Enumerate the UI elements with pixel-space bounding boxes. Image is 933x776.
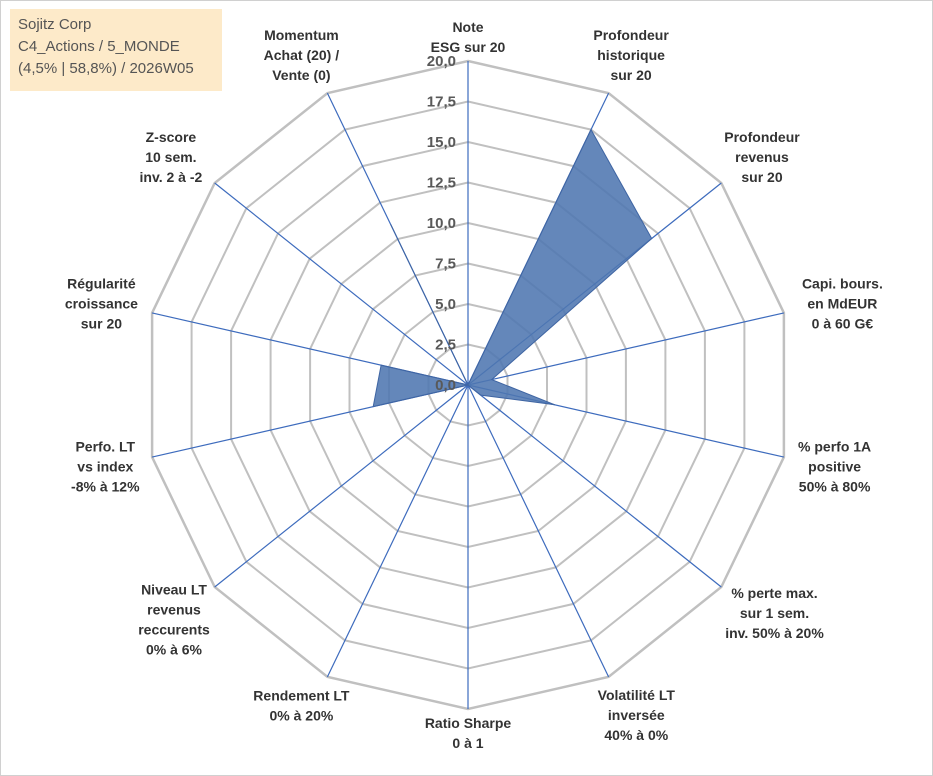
axis-label-line: historique <box>597 47 665 63</box>
legend-company: Sojitz Corp <box>18 16 92 33</box>
axis-spoke <box>326 384 469 678</box>
axis-label-line: Ratio Sharpe <box>425 715 512 731</box>
axis-label-line: ESG sur 20 <box>431 39 506 55</box>
axis-label-line: en MdEUR <box>807 296 877 312</box>
axis-label-line: vs index <box>77 458 133 474</box>
tick-label: 12,5 <box>427 175 456 192</box>
axis-label: Capi. bours. en MdEUR 0 à 60 G€ <box>802 276 883 332</box>
legend-box: Sojitz Corp C4_Actions / 5_MONDE (4,5% |… <box>10 9 222 91</box>
axis-label: Profondeur revenus sur 20 <box>724 129 800 185</box>
tick-label: 20,0 <box>427 53 456 70</box>
axis-label: Volatilité LT inversée 40% à 0% <box>598 687 676 743</box>
axis-label-line: inversée <box>608 707 665 723</box>
tick-label: 15,0 <box>427 134 456 151</box>
tick-label: 5,0 <box>435 296 456 313</box>
axis-label-line: sur 20 <box>81 316 122 332</box>
axis-label-line: Profondeur <box>593 27 669 43</box>
axis-label-line: 50% à 80% <box>799 478 871 494</box>
axis-label-line: sur 20 <box>610 67 651 83</box>
tick-label: 2,5 <box>435 337 456 354</box>
axis-label-line: Vente (0) <box>272 67 330 83</box>
axis-label-line: Niveau LT <box>141 581 207 597</box>
axis-label-line: -8% à 12% <box>71 478 140 494</box>
axis-label-line: 40% à 0% <box>604 727 668 743</box>
radar-axis-labels: Note ESG sur 20 Profondeur historique sur 20… <box>65 19 883 751</box>
axis-label-line: Profondeur <box>724 129 800 145</box>
axis-label-line: revenus <box>147 601 201 617</box>
axis-label: % perfo 1A positive 50% à 80% <box>798 438 871 494</box>
axis-spoke <box>467 312 785 386</box>
radar-series <box>372 128 653 408</box>
axis-label-line: % perte max. <box>731 585 817 601</box>
axis-label-line: Capi. bours. <box>802 276 883 292</box>
axis-label-line: inv. 2 à -2 <box>140 169 203 185</box>
axis-label-line: inv. 50% à 20% <box>725 625 824 641</box>
axis-label-line: Régularité <box>67 276 136 292</box>
axis-label-line: Achat (20) / <box>264 47 340 63</box>
legend-category: C4_Actions / 5_MONDE <box>18 38 180 55</box>
axis-label: Régularité croissance sur 20 <box>65 276 138 332</box>
axis-spoke <box>214 182 469 386</box>
axis-spoke <box>467 384 722 588</box>
tick-label: 0,0 <box>435 377 456 394</box>
axis-label: Momentum Achat (20) / Vente (0) <box>264 27 340 83</box>
axis-label-line: sur 20 <box>741 169 782 185</box>
axis-label-line: croissance <box>65 296 138 312</box>
axis-label-line: positive <box>808 458 861 474</box>
axis-label-line: Note <box>452 19 483 35</box>
axis-label-line: Rendement LT <box>253 688 350 704</box>
axis-spoke <box>214 384 469 588</box>
axis-label-line: Perfo. LT <box>75 438 135 454</box>
axis-label-line: 0% à 6% <box>146 641 203 657</box>
axis-label: Rendement LT 0% à 20% <box>253 688 350 724</box>
axis-label: Niveau LT revenus reccurents 0% à 6% <box>138 581 210 657</box>
axis-label: Profondeur historique sur 20 <box>593 27 669 83</box>
axis-spoke <box>467 384 610 678</box>
axis-label-line: 0 à 60 G€ <box>812 316 874 332</box>
tick-label: 17,5 <box>427 94 456 111</box>
axis-label-line: % perfo 1A <box>798 438 871 454</box>
axis-label: Z-score 10 sem. inv. 2 à -2 <box>140 129 203 185</box>
axis-label-line: 10 sem. <box>145 149 196 165</box>
axis-label-line: reccurents <box>138 621 210 637</box>
axis-label: Perfo. LT vs index -8% à 12% <box>71 438 140 494</box>
tick-label: 7,5 <box>435 256 456 273</box>
axis-label-line: 0% à 20% <box>269 708 333 724</box>
tick-label: 10,0 <box>427 215 456 232</box>
series-area <box>372 128 653 408</box>
axis-label: Ratio Sharpe 0 à 1 <box>425 715 512 751</box>
legend-stats: (4,5% | 58,8%) / 2026W05 <box>18 60 194 77</box>
axis-label: % perte max. sur 1 sem. inv. 50% à 20% <box>725 585 824 641</box>
axis-label-line: Z-score <box>146 129 197 145</box>
radar-tick-labels: 0,0 2,5 5,0 7,5 10,0 12,5 15,0 17,5 20,0 <box>427 53 456 394</box>
axis-label-line: revenus <box>735 149 789 165</box>
axis-label: Note ESG sur 20 <box>431 19 506 55</box>
axis-label-line: 0 à 1 <box>452 735 483 751</box>
axis-label-line: sur 1 sem. <box>740 605 809 621</box>
axis-label-line: Volatilité LT <box>598 687 676 703</box>
axis-label-line: Momentum <box>264 27 339 43</box>
